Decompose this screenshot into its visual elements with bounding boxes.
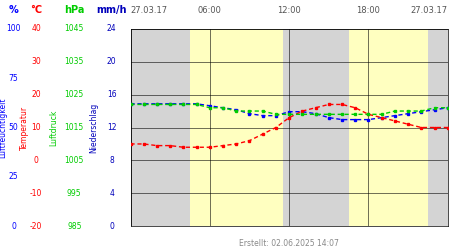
Text: 0: 0: [34, 156, 38, 165]
Text: 995: 995: [67, 189, 81, 198]
Text: 12: 12: [107, 123, 117, 132]
Text: 18:00: 18:00: [356, 6, 380, 15]
Bar: [349, 29, 428, 226]
Text: %: %: [9, 5, 18, 15]
Text: -10: -10: [30, 189, 42, 198]
Text: 1025: 1025: [65, 90, 84, 99]
Text: 985: 985: [67, 222, 81, 231]
Text: 1045: 1045: [64, 24, 84, 33]
Bar: [283, 29, 349, 226]
Text: Erstellt: 02.06.2025 14:07: Erstellt: 02.06.2025 14:07: [239, 238, 339, 248]
Text: 75: 75: [9, 74, 18, 82]
Text: Niederschlag: Niederschlag: [89, 102, 98, 152]
Text: 0: 0: [109, 222, 114, 231]
Text: 10: 10: [31, 123, 41, 132]
Text: -20: -20: [30, 222, 42, 231]
Text: mm/h: mm/h: [96, 5, 127, 15]
Text: 20: 20: [31, 90, 41, 99]
Text: 24: 24: [107, 24, 117, 33]
Text: 1005: 1005: [64, 156, 84, 165]
Bar: [130, 29, 190, 226]
Text: Temperatur: Temperatur: [20, 106, 29, 150]
Bar: [190, 29, 283, 226]
Text: Luftfeuchtigkeit: Luftfeuchtigkeit: [0, 97, 8, 158]
Text: 8: 8: [109, 156, 114, 165]
Text: hPa: hPa: [64, 5, 85, 15]
Text: °C: °C: [30, 5, 42, 15]
Text: 16: 16: [107, 90, 117, 99]
Text: 25: 25: [9, 172, 18, 182]
Text: 30: 30: [31, 57, 41, 66]
Text: 1015: 1015: [65, 123, 84, 132]
Text: 06:00: 06:00: [198, 6, 222, 15]
Text: 40: 40: [31, 24, 41, 33]
Text: 1035: 1035: [64, 57, 84, 66]
Text: 27.03.17: 27.03.17: [410, 6, 448, 15]
Text: Luftdruck: Luftdruck: [50, 109, 58, 146]
Text: 20: 20: [107, 57, 117, 66]
Text: 100: 100: [6, 24, 21, 33]
Text: 4: 4: [109, 189, 114, 198]
Bar: [428, 29, 448, 226]
Text: 0: 0: [11, 222, 16, 231]
Text: 50: 50: [9, 123, 18, 132]
Text: 12:00: 12:00: [277, 6, 301, 15]
Text: 27.03.17: 27.03.17: [130, 6, 167, 15]
